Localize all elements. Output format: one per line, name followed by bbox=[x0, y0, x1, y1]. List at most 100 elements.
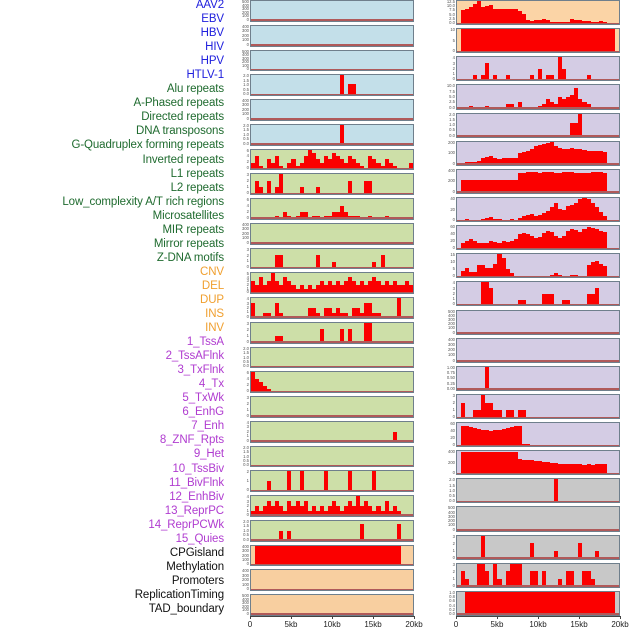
y-tick-label: 200 bbox=[242, 552, 249, 558]
bar bbox=[598, 150, 603, 165]
y-axis: 400 300 200 100 0 bbox=[228, 24, 250, 47]
bar bbox=[598, 263, 603, 278]
bar bbox=[485, 282, 490, 306]
bar bbox=[509, 180, 514, 193]
bar bbox=[481, 282, 486, 306]
y-tick-label: 3 bbox=[452, 60, 455, 66]
y-tick-label: 3 bbox=[246, 278, 249, 284]
bar bbox=[554, 103, 559, 109]
y-tick-label: 15 bbox=[450, 252, 455, 258]
bar bbox=[570, 205, 575, 222]
bar bbox=[469, 271, 474, 278]
track-plot bbox=[456, 562, 620, 588]
y-tick-label: 1 bbox=[246, 184, 249, 190]
y-tick-label: 2 bbox=[246, 208, 249, 214]
y-tick-label: 300 bbox=[242, 102, 249, 108]
track-plot bbox=[250, 321, 414, 344]
bar bbox=[554, 463, 559, 475]
bar bbox=[348, 545, 353, 566]
track: 400 200 0 bbox=[434, 449, 620, 476]
row-label-hpv: HPV bbox=[200, 55, 224, 68]
row-label-cnv: CNV bbox=[200, 265, 224, 278]
bar bbox=[493, 430, 498, 447]
bar bbox=[303, 501, 308, 516]
y-tick-label: 0 bbox=[452, 526, 455, 532]
x-tick-label: 20kb bbox=[611, 620, 629, 629]
bar bbox=[251, 281, 256, 294]
bar bbox=[283, 545, 288, 566]
bar bbox=[513, 591, 518, 615]
track-plot bbox=[250, 222, 414, 245]
bar bbox=[574, 591, 579, 615]
bar-series bbox=[251, 51, 413, 71]
bar bbox=[517, 11, 522, 25]
baseline bbox=[457, 191, 619, 193]
y-tick-label: 0 bbox=[246, 338, 249, 344]
bar bbox=[376, 545, 381, 566]
bar bbox=[537, 461, 542, 475]
bar bbox=[497, 254, 502, 278]
bar bbox=[586, 265, 591, 278]
bar bbox=[275, 187, 280, 195]
y-tick-label: 1.0 bbox=[449, 589, 455, 595]
row-label-11-bivflnk: 11_BivFlnk bbox=[168, 476, 224, 489]
y-tick-label: 4 bbox=[246, 296, 249, 302]
bar bbox=[255, 378, 260, 393]
bar bbox=[537, 236, 542, 250]
bar bbox=[497, 451, 502, 475]
track-plot bbox=[456, 84, 620, 110]
bar bbox=[271, 273, 276, 294]
baseline bbox=[457, 388, 619, 390]
bar bbox=[550, 207, 555, 222]
bar bbox=[388, 511, 393, 516]
bar bbox=[360, 506, 365, 516]
x-axis: 0 5kb 10kb 15kb 20kb bbox=[228, 616, 423, 630]
bar bbox=[271, 162, 276, 170]
bar bbox=[541, 18, 547, 25]
track: 2.0 1.5 1.0 0.5 0.0 bbox=[434, 112, 620, 138]
bar bbox=[489, 288, 494, 306]
bar bbox=[287, 281, 292, 294]
x-tick-label: 15kb bbox=[364, 620, 382, 629]
bar-series bbox=[457, 226, 619, 250]
bar bbox=[356, 215, 361, 219]
baseline bbox=[251, 341, 413, 343]
bar bbox=[295, 215, 300, 219]
bar-series bbox=[457, 451, 619, 475]
bar bbox=[525, 172, 530, 193]
row-label-1-tssa: 1_TssA bbox=[186, 336, 224, 349]
bar bbox=[372, 277, 377, 294]
row-label-12-enhbiv: 12_EnhBiv bbox=[169, 490, 224, 503]
bar bbox=[489, 29, 494, 53]
bar bbox=[295, 545, 300, 566]
bar bbox=[344, 162, 349, 170]
bar bbox=[279, 336, 284, 343]
y-tick-label: 0.4 bbox=[449, 602, 455, 608]
track-plot bbox=[250, 99, 414, 121]
y-tick-label: 0.0 bbox=[243, 462, 249, 468]
track-plot bbox=[250, 396, 414, 418]
row-label-l2-repeats: L2 repeats bbox=[170, 181, 224, 194]
bar bbox=[582, 464, 587, 475]
x-tick-mark bbox=[373, 616, 374, 619]
bar bbox=[352, 215, 357, 219]
baseline bbox=[457, 163, 619, 165]
y-tick-label: 400 bbox=[242, 98, 249, 104]
baseline bbox=[251, 266, 413, 269]
bar bbox=[319, 506, 324, 516]
y-tick-label: 1 bbox=[246, 285, 249, 291]
bar-series bbox=[457, 339, 619, 362]
bar bbox=[562, 172, 567, 193]
bar bbox=[501, 158, 506, 165]
bar bbox=[364, 303, 369, 318]
bar bbox=[392, 281, 397, 294]
bar bbox=[550, 591, 555, 615]
bar bbox=[376, 506, 381, 516]
y-tick-label: 1 bbox=[246, 258, 249, 264]
bar bbox=[323, 156, 328, 170]
track-plot bbox=[456, 28, 620, 54]
bar-series bbox=[457, 57, 619, 81]
